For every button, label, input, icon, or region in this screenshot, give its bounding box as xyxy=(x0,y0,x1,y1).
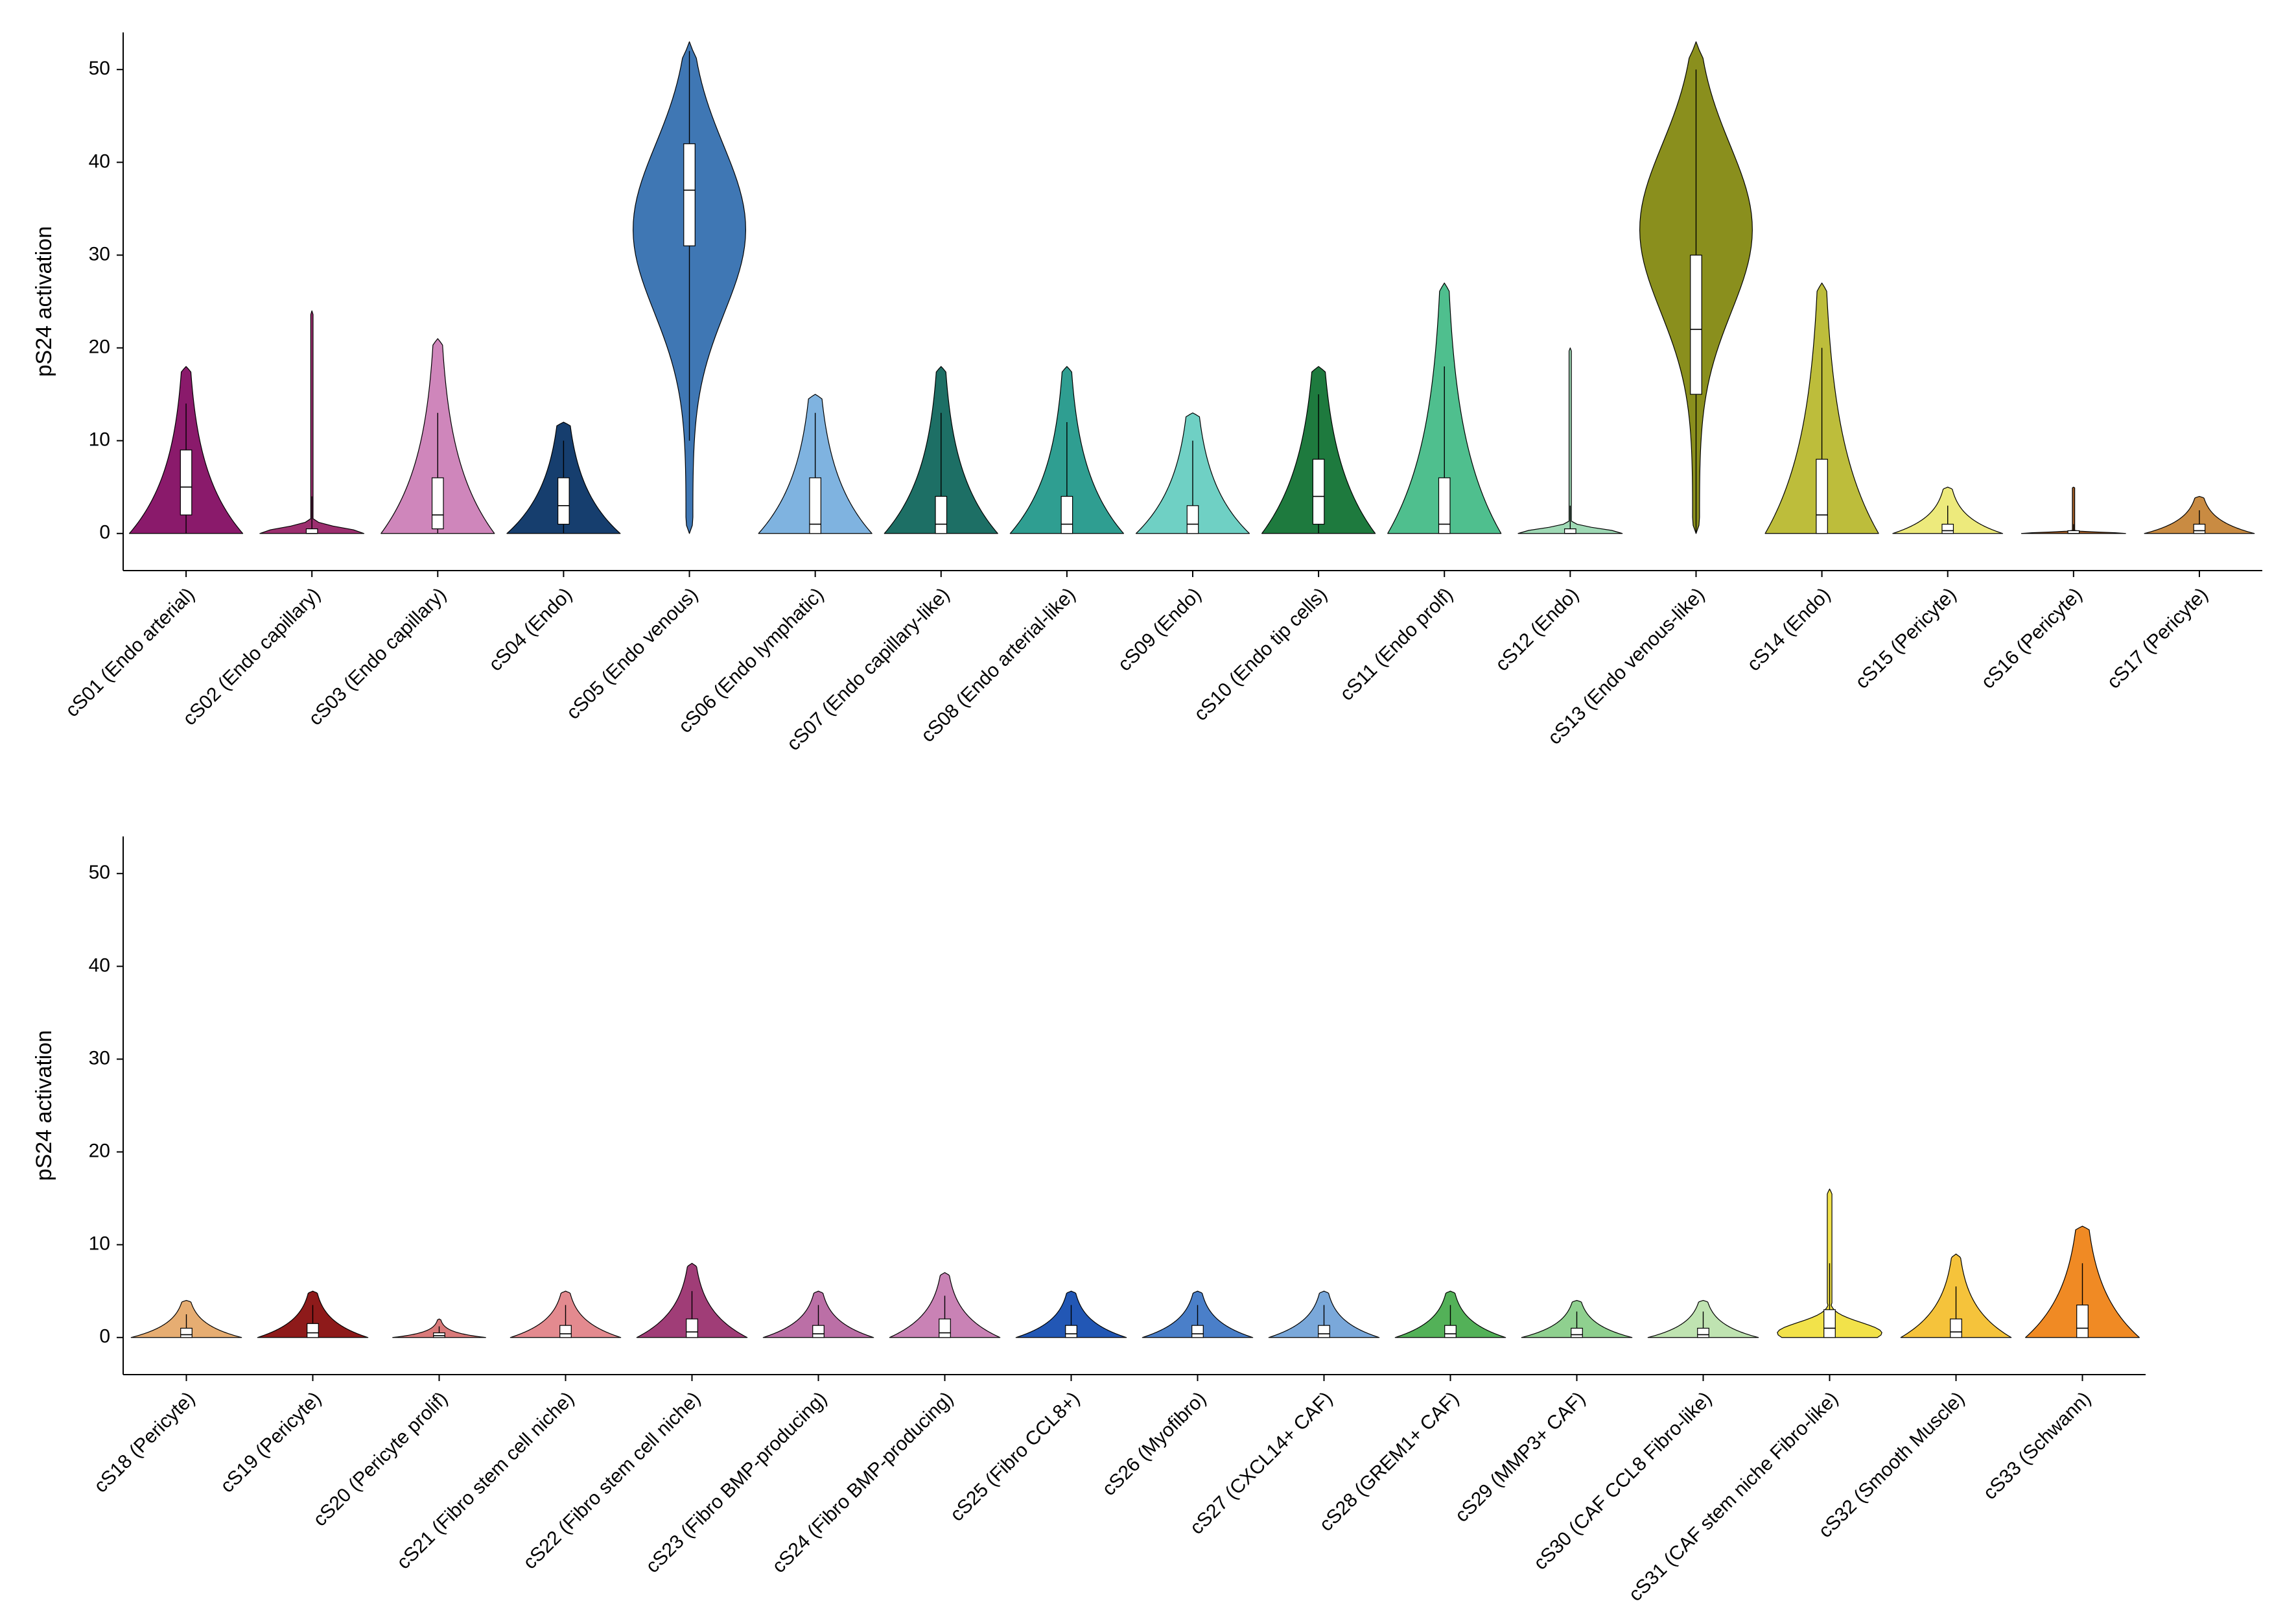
box-iqr xyxy=(1313,459,1324,524)
box-iqr xyxy=(1698,1328,1709,1337)
x-tick-label: cS09 (Endo) xyxy=(1114,584,1205,675)
violin-chart-figure: 0 10 20 30 40 50 pS24 activation cS01 (Endo art… xyxy=(0,0,2296,1621)
x-tick-label: cS12 (Endo) xyxy=(1492,584,1583,675)
chart-svg: 0 10 20 30 40 50 pS24 activation cS01 (Endo art… xyxy=(0,0,2296,1621)
x-tick-label: cS15 (Pericyte) xyxy=(1851,584,1960,692)
x-tick-label: cS11 (Endo prolf) xyxy=(1336,584,1457,705)
box-iqr xyxy=(1824,1310,1836,1338)
violin-panel-bottom: 0 10 20 30 40 50 pS24 activation cS18 (Pericyte… xyxy=(32,836,2146,1605)
x-tick-label: cS14 (Endo) xyxy=(1743,584,1834,675)
x-tick-label: cS33 (Schwann) xyxy=(1979,1388,2095,1504)
box-iqr xyxy=(939,1319,951,1338)
box-iqr xyxy=(1318,1325,1330,1338)
x-tick-label: cS26 (Myofibro) xyxy=(1098,1388,1210,1500)
box-iqr xyxy=(180,450,191,515)
box-iqr xyxy=(684,144,695,246)
box-iqr xyxy=(1445,1325,1457,1338)
x-tick-label: cS10 (Endo tip cells) xyxy=(1190,584,1331,725)
y-tick-label: 0 xyxy=(99,1326,110,1347)
box-iqr xyxy=(686,1319,698,1338)
box-iqr xyxy=(1942,524,1953,533)
x-tick-label: cS19 (Pericyte) xyxy=(217,1388,325,1497)
y-tick-label: 40 xyxy=(89,150,110,172)
box-iqr xyxy=(1691,255,1702,394)
box-iqr xyxy=(1066,1325,1077,1338)
box-iqr xyxy=(1571,1328,1583,1337)
y-axis-label: pS24 activation xyxy=(32,226,56,377)
box-iqr xyxy=(432,478,443,529)
box-iqr xyxy=(1816,459,1827,533)
box-iqr xyxy=(813,1325,825,1338)
x-tick-label: cS27 (CXCL14+ CAF) xyxy=(1186,1388,1337,1539)
box-iqr xyxy=(2077,1305,2089,1338)
box-iqr xyxy=(1565,529,1576,534)
box-iqr xyxy=(306,529,317,534)
y-tick-label: 20 xyxy=(89,1140,110,1161)
y-tick-label: 40 xyxy=(89,954,110,976)
y-tick-label: 10 xyxy=(89,429,110,451)
x-tick-label: cS17 (Pericyte) xyxy=(2103,584,2212,692)
box-iqr xyxy=(558,478,569,525)
box-iqr xyxy=(1192,1325,1204,1338)
y-tick-label: 10 xyxy=(89,1233,110,1255)
y-tick-label: 50 xyxy=(89,862,110,883)
x-tick-label: cS04 (Endo) xyxy=(485,584,576,675)
y-axis-label: pS24 activation xyxy=(32,1030,56,1181)
x-tick-label: cS02 (Endo capillary) xyxy=(179,584,325,729)
y-tick-label: 30 xyxy=(89,243,110,265)
y-tick-label: 0 xyxy=(99,522,110,543)
box-iqr xyxy=(2194,524,2205,533)
x-tick-label: cS32 (Smooth Muscle) xyxy=(1814,1388,1969,1542)
x-tick-label: cS31 (CAF stem niche Fibro-like) xyxy=(1624,1388,1842,1605)
x-tick-label: cS29 (MMP3+ CAF) xyxy=(1451,1388,1589,1526)
y-tick-label: 20 xyxy=(89,336,110,357)
box-iqr xyxy=(810,478,821,534)
box-iqr xyxy=(1187,506,1198,534)
box-iqr xyxy=(181,1328,193,1337)
box-iqr xyxy=(1950,1319,1962,1338)
violin-panel-top: 0 10 20 30 40 50 pS24 activation cS01 (Endo art… xyxy=(32,32,2262,755)
box-iqr xyxy=(935,497,946,534)
x-tick-label: cS16 (Pericyte) xyxy=(1977,584,2086,692)
x-tick-label: cS20 (Pericyte prolif) xyxy=(309,1388,452,1530)
box-iqr xyxy=(1061,497,1072,534)
x-tick-label: cS01 (Endo arterial) xyxy=(62,584,199,721)
x-tick-label: cS03 (Endo capillary) xyxy=(305,584,451,729)
x-tick-label: cS28 (GREM1+ CAF) xyxy=(1315,1388,1463,1535)
x-tick-label: cS18 (Pericyte) xyxy=(90,1388,199,1497)
box-iqr xyxy=(560,1325,572,1338)
box-iqr xyxy=(1439,478,1450,534)
x-tick-label: cS06 (Endo lymphatic) xyxy=(675,584,828,737)
y-tick-label: 30 xyxy=(89,1047,110,1069)
box-iqr xyxy=(307,1323,319,1337)
x-tick-label: cS25 (Fibro CCL8+) xyxy=(946,1388,1084,1526)
x-tick-label: cS05 (Endo venous) xyxy=(563,584,703,724)
y-tick-label: 50 xyxy=(89,58,110,79)
